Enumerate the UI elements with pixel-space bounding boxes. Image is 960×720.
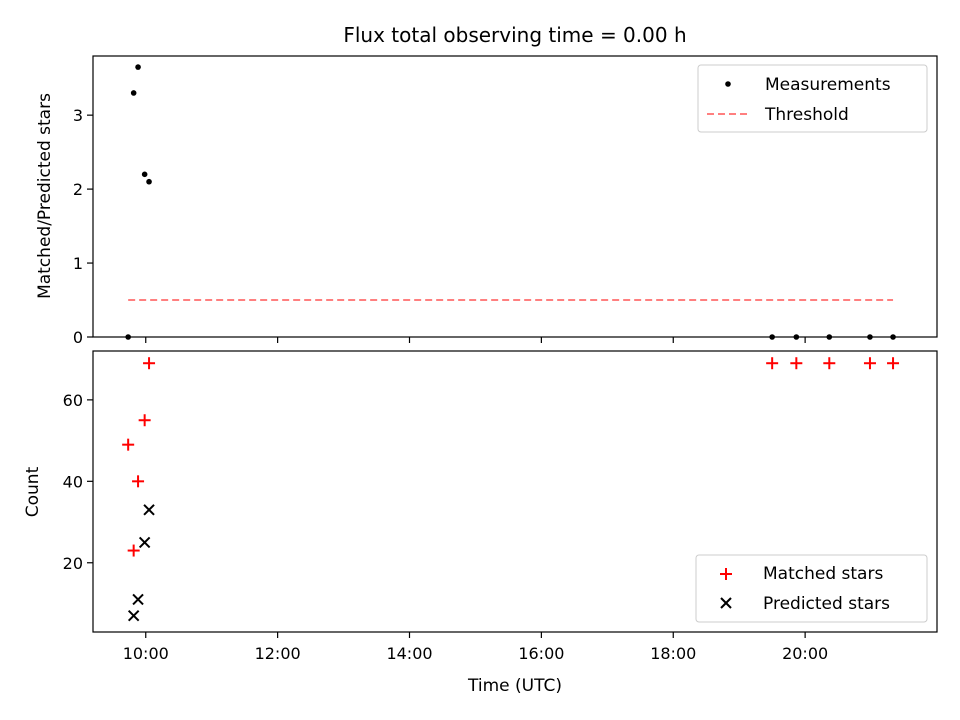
measurement-point	[141, 171, 148, 178]
x-tick-label: 16:00	[518, 644, 564, 663]
top-legend-box	[697, 64, 928, 133]
measurement-point	[793, 334, 800, 340]
y-tick-label: 40	[63, 472, 83, 491]
predicted-star-point	[132, 593, 144, 606]
top-x-ticks	[145, 337, 806, 343]
predicted-star-point	[138, 536, 151, 549]
bottom-data-marks	[122, 357, 900, 622]
y-tick-label: 3	[73, 106, 83, 125]
legend-predicted-marker	[720, 597, 732, 609]
legend-threshold-label: Threshold	[764, 105, 849, 125]
x-tick-label: 12:00	[255, 644, 301, 663]
legend-measurements-label: Measurements	[765, 75, 891, 95]
bottom-y-axis-label: Count	[23, 466, 43, 517]
top-panel: Flux total observing time = 0.00 h Match…	[35, 23, 938, 347]
top-y-axis-label: Matched/Predicted stars	[35, 93, 55, 299]
y-tick-label: 60	[63, 391, 83, 410]
measurement-point	[130, 90, 137, 96]
matched-star-point	[138, 414, 151, 427]
measurement-point	[867, 334, 873, 340]
bottom-x-ticks: 10:00 12:00 14:00 16:00 18:00 20:00	[123, 632, 828, 663]
legend-matched-marker	[720, 568, 732, 580]
legend-predicted-label: Predicted stars	[763, 594, 890, 614]
matched-star-point	[766, 357, 779, 370]
matched-star-point	[863, 357, 876, 370]
y-tick-label: 0	[73, 328, 83, 347]
top-y-ticks: 0 1 2 3	[73, 106, 93, 347]
legend-matched-label: Matched stars	[763, 564, 883, 584]
predicted-star-point	[127, 610, 140, 622]
x-tick-label: 14:00	[386, 644, 432, 663]
chart-title: Flux total observing time = 0.00 h	[343, 23, 686, 47]
matched-star-point	[887, 357, 900, 370]
matched-star-point	[122, 438, 135, 451]
bottom-x-axis-label: Time (UTC)	[467, 676, 562, 696]
measurement-point	[769, 334, 775, 340]
matched-star-point	[790, 357, 803, 370]
bottom-axes-frame	[92, 350, 938, 633]
y-tick-label: 20	[63, 554, 83, 573]
matched-star-point	[143, 357, 156, 370]
matched-star-point	[132, 475, 145, 488]
matched-star-point	[823, 357, 836, 370]
measurement-point	[146, 178, 152, 185]
matched-star-point	[127, 544, 140, 557]
predicted-star-point	[143, 504, 155, 516]
measurement-point	[125, 334, 131, 340]
top-data-marks	[125, 64, 896, 340]
x-tick-label: 18:00	[650, 644, 696, 663]
measurement-point	[826, 334, 833, 340]
x-tick-label: 10:00	[123, 644, 169, 663]
y-tick-label: 2	[73, 180, 83, 199]
bottom-legend-box	[695, 554, 928, 623]
bottom-y-ticks: 20 40 60	[63, 391, 93, 573]
bottom-legend: Matched stars Predicted stars	[695, 554, 928, 623]
measurement-point	[135, 64, 141, 70]
top-legend: Measurements Threshold	[697, 64, 928, 133]
x-tick-label: 20:00	[782, 644, 828, 663]
measurement-point	[890, 334, 896, 340]
top-axes-frame	[92, 55, 938, 338]
legend-measurements-marker	[725, 81, 731, 87]
y-tick-label: 1	[73, 254, 83, 273]
